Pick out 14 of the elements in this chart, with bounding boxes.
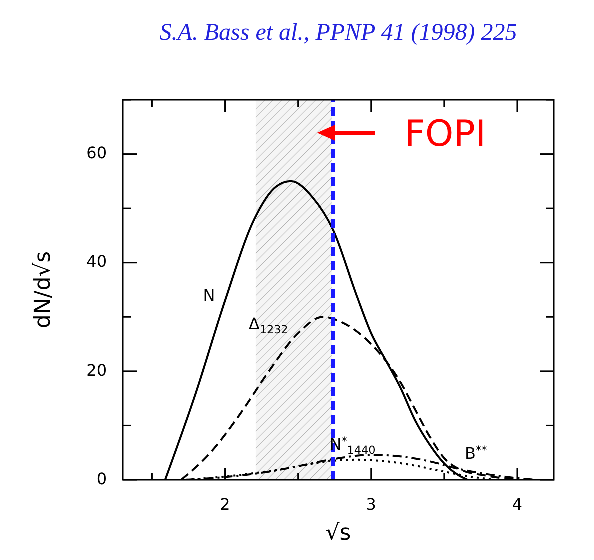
series-label: B$^{**}$ [465,444,488,464]
x-axis-title: √s [326,521,352,546]
y-tick-label: 20 [86,360,107,380]
y-tick-label: 40 [86,252,107,272]
x-tick-label: 3 [366,495,376,514]
y-tick-label: 0 [96,469,107,488]
x-tick-label: 4 [512,495,523,514]
chart-title: S.A. Bass et al., PPNP 41 (1998) 225 [160,20,518,46]
x-tick-label: 2 [220,495,230,514]
ref-line-label: FOPI [404,114,486,155]
y-axis-title: dN/d√s [31,251,56,329]
y-tick-label: 60 [86,144,107,163]
series-label: Δ$_{1232}$ [248,314,288,336]
series-label: N [203,286,216,305]
